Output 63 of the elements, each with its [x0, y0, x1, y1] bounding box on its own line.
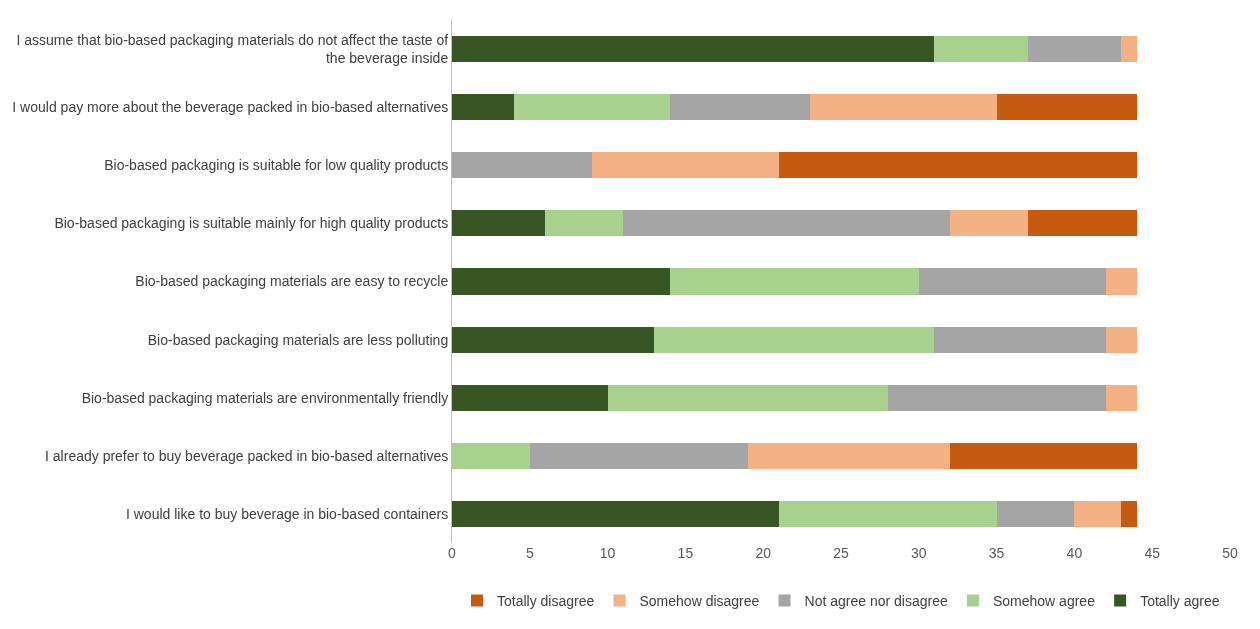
bar — [1121, 500, 1137, 528]
bar — [669, 268, 919, 295]
bar — [1027, 35, 1122, 63]
bar — [1105, 268, 1137, 295]
bar — [949, 210, 1028, 237]
y-tick-label: I would pay more about the beverage packed in bio-based alternatives — [12, 99, 449, 116]
bar — [949, 442, 1137, 469]
bar — [1074, 500, 1122, 528]
x-tick-label: 30 — [911, 545, 927, 561]
bar — [934, 326, 1106, 353]
bar — [1027, 210, 1137, 237]
x-tick-label: 5 — [525, 545, 534, 561]
bar — [545, 210, 624, 237]
bar — [452, 210, 546, 237]
x-tick-label: 15 — [677, 545, 694, 561]
x-tick-label: 10 — [599, 545, 616, 561]
bar — [452, 35, 935, 63]
x-tick-label: 0 — [448, 545, 457, 561]
x-tick-label: 40 — [1066, 545, 1083, 561]
bar — [778, 152, 1137, 179]
y-tick-label: Bio-based packaging is suitable mainly for high quality products — [54, 215, 449, 232]
bar — [452, 442, 530, 469]
bar — [1105, 326, 1137, 353]
bar — [747, 442, 950, 469]
legend-label: Totally agree — [1140, 592, 1220, 609]
x-tick-label: 50 — [1222, 545, 1238, 561]
bar — [452, 94, 515, 121]
legend-label: Not agree nor disagree — [804, 592, 948, 609]
bar — [529, 442, 748, 469]
x-tick-label: 25 — [833, 545, 849, 561]
bar — [452, 384, 608, 411]
bar — [654, 326, 935, 353]
bar — [623, 210, 950, 237]
legend-label: Totally disagree — [497, 592, 595, 609]
x-tick-label: 35 — [988, 545, 1005, 561]
y-tick-label: Bio-based packaging materials are less polluting — [147, 331, 449, 348]
bar — [592, 152, 779, 179]
x-tick-label: 20 — [755, 545, 772, 561]
bar — [934, 35, 1028, 63]
bar — [607, 384, 888, 411]
y-tick-label: I would like to buy beverage in bio-based containers — [126, 505, 449, 522]
bar — [514, 94, 670, 121]
y-tick-label: Bio-based packaging materials are environmentally friendly — [81, 389, 449, 406]
bar — [669, 94, 810, 121]
bar — [887, 384, 1106, 411]
bar — [1121, 35, 1137, 63]
y-tick-label: I already prefer to buy beverage packed in bio-based alternatives — [45, 447, 449, 464]
bar — [452, 500, 779, 528]
x-tick-label: 45 — [1144, 545, 1161, 561]
bar — [778, 500, 997, 528]
bar — [918, 268, 1106, 295]
legend-label: Somehow disagree — [639, 592, 760, 609]
bar — [452, 326, 655, 353]
bar — [1105, 384, 1137, 411]
bar — [452, 152, 593, 179]
y-tick-label: Bio-based packaging is suitable for low quality products — [104, 157, 449, 174]
bar — [809, 94, 997, 121]
bar — [452, 268, 670, 295]
y-tick-label: I assume that bio-based packaging materials do not affect the taste of the beverage inside — [16, 31, 449, 67]
bar — [996, 94, 1137, 121]
legend-label: Somehow agree — [992, 592, 1096, 609]
y-tick-label: Bio-based packaging materials are easy to recycle — [135, 273, 449, 290]
bar — [996, 500, 1075, 528]
